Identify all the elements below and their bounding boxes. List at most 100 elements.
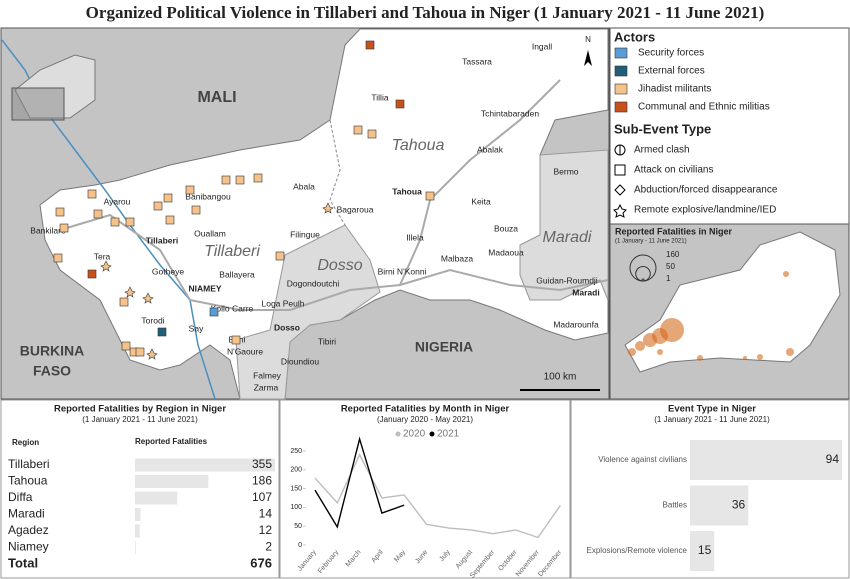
region-label: Tahoua: [392, 137, 445, 154]
legend-label: Attack on civilians: [634, 165, 713, 176]
place-label: Ayarou: [104, 196, 131, 206]
bar: [690, 485, 749, 526]
place-label: Bagaroua: [337, 204, 374, 214]
column-header: Region: [12, 438, 39, 447]
bar: [690, 531, 715, 571]
place-label: Ingall: [532, 41, 552, 51]
event-marker: [53, 253, 63, 263]
place-label: Bermo: [553, 166, 578, 176]
value-label: 355: [252, 457, 272, 471]
place-label: Tahoua: [392, 186, 422, 196]
event-marker: [87, 269, 97, 279]
value-label: 2: [265, 540, 272, 554]
panel: [570, 399, 850, 579]
panel: [0, 399, 280, 579]
event-marker: [93, 209, 103, 219]
category-label: Niamey: [8, 540, 49, 554]
place-label: Kollo Carre: [211, 303, 254, 313]
place-label: Tassara: [462, 56, 492, 66]
legend-swatch: [614, 101, 628, 113]
place-label: Tillia: [371, 92, 388, 102]
locator-box: [11, 87, 65, 121]
place-label: Malbaza: [441, 253, 473, 263]
place-label: Banibangou: [185, 191, 231, 201]
legend-label: 2020: [403, 429, 426, 440]
dosso-region: [235, 224, 381, 400]
chart-subtitle: (1 January 2021 - 11 June 2021): [654, 415, 770, 424]
value-label: 36: [732, 498, 746, 512]
event-marker: [353, 125, 363, 135]
size-label: 1: [666, 274, 671, 283]
event-marker: [87, 189, 97, 199]
place-label: Illela: [406, 232, 424, 242]
fatality-dot: [635, 341, 645, 351]
fatality-dot: [786, 348, 794, 356]
event-marker: [191, 205, 201, 215]
total-value: 676: [250, 555, 272, 570]
legend-dot: [395, 431, 401, 437]
category-label: Battles: [663, 501, 687, 510]
chart-title: Reported Fatalities by Region in Niger: [54, 404, 226, 415]
map: MALI BURKINA FASO NIGERIA Tahoua Tillaberi Dos…: [0, 27, 610, 400]
event-marker: [153, 201, 163, 211]
value-label: 14: [259, 507, 273, 521]
legend-frame: [609, 27, 850, 225]
niger: [39, 28, 609, 400]
y-tick-label: 0: [298, 542, 302, 549]
country-label: NIGERIA: [415, 339, 473, 355]
country-label: BURKINA: [20, 343, 85, 359]
place-label: Abala: [293, 181, 315, 191]
region-border: [329, 119, 346, 226]
series-line: [314, 453, 561, 539]
legend-swatch: [614, 47, 628, 59]
fatality-dot: [743, 356, 747, 360]
legend-label: Jihadist militants: [638, 84, 711, 95]
size-key: [641, 278, 645, 282]
value-label: 94: [826, 452, 840, 466]
y-tick-label: 50: [294, 523, 302, 530]
place-label: Ouallam: [194, 228, 226, 238]
event-marker: [121, 341, 131, 351]
legend: Actors Sub-Event Type Security forces Ext…: [609, 27, 850, 225]
symbol: [614, 164, 626, 176]
bar: [135, 541, 136, 554]
event-marker: [235, 175, 245, 185]
north-arrow: [584, 50, 592, 66]
place-label: Zarma: [254, 382, 279, 392]
category-label: Tillaberi: [8, 457, 50, 471]
fatality-dot: [657, 349, 663, 355]
y-tick-label: 150: [290, 485, 302, 492]
event-marker: [367, 129, 377, 139]
bar: [135, 508, 141, 521]
column-header: Reported Fatalities: [135, 437, 208, 446]
category-label: Maradi: [8, 507, 45, 521]
x-tick-label: February: [317, 549, 341, 575]
legend-title: Sub-Event Type: [614, 121, 711, 136]
place-label: Loga Peulh: [261, 298, 304, 308]
event-marker: [100, 260, 112, 272]
place-label: Falmey: [253, 370, 282, 380]
event-marker: [425, 191, 435, 201]
value-label: 15: [698, 543, 712, 557]
place-label: Maradi: [572, 287, 599, 297]
country-label: FASO: [33, 363, 71, 379]
legend-label: External forces: [638, 66, 705, 77]
region-label: Tillaberi: [204, 243, 260, 260]
legend-label: Abduction/forced disappearance: [634, 185, 778, 196]
place-label: Dioundiou: [281, 356, 320, 366]
size-label: 160: [666, 250, 680, 259]
event-marker: [221, 175, 231, 185]
place-label: Abalak: [477, 144, 504, 154]
total-label: Total: [8, 555, 38, 570]
road: [59, 213, 191, 301]
category-label: Violence against civilians: [598, 455, 687, 464]
category-label: Agadez: [8, 523, 49, 537]
place-label: Keita: [471, 196, 491, 206]
event-marker: [253, 173, 263, 183]
symbol: [613, 203, 627, 218]
event-marker: [146, 348, 158, 360]
inset-title: Reported Fatalities in Niger: [615, 226, 733, 236]
event-marker: [110, 217, 120, 227]
place-label: Dosso: [274, 322, 300, 332]
